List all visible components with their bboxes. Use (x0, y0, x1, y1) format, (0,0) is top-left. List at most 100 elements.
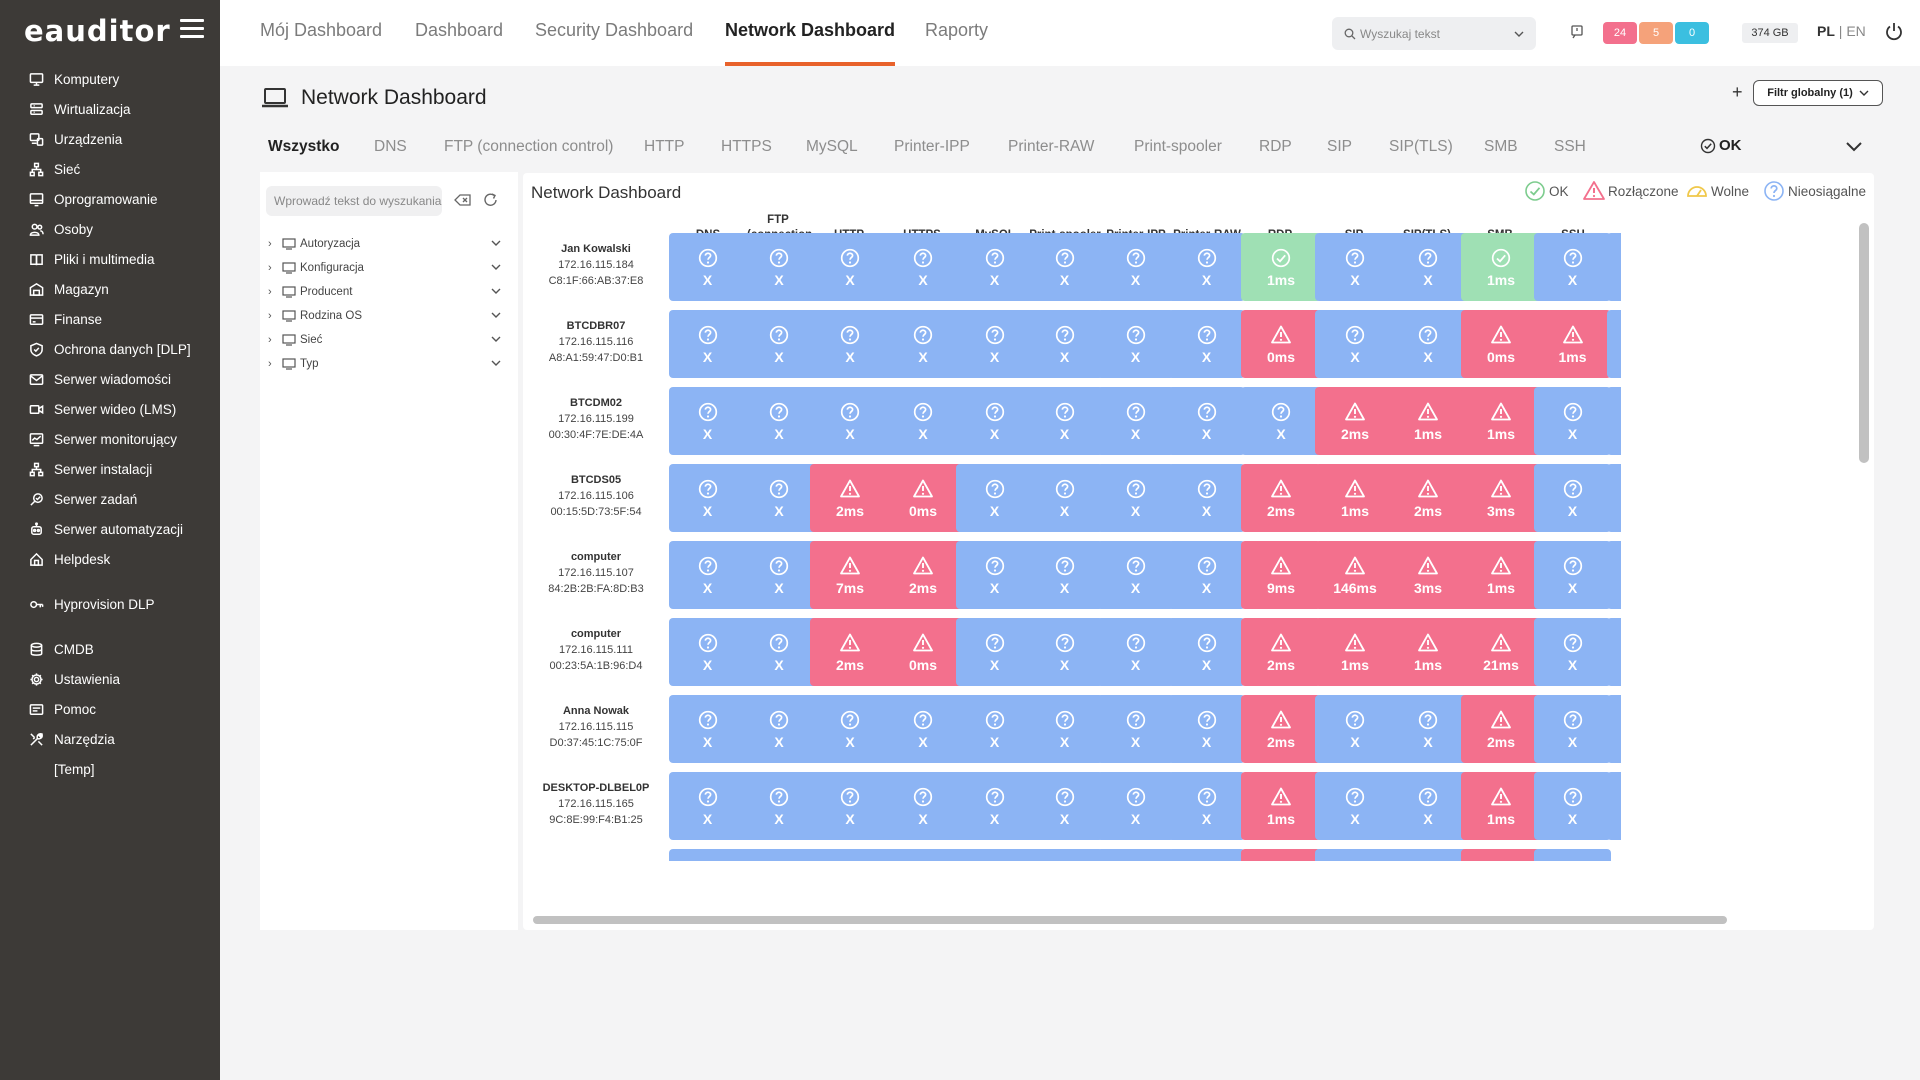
alert-badge-warning[interactable]: 5 (1639, 22, 1673, 44)
status-cell[interactable]: X (956, 233, 1033, 301)
service-tab-http[interactable]: HTTP (644, 138, 685, 155)
legend-disconnected[interactable]: Rozłączone (1582, 179, 1679, 203)
status-cell-partial[interactable] (1607, 464, 1621, 532)
status-cell[interactable]: X (739, 387, 819, 455)
status-cell[interactable]: 0ms (883, 464, 963, 532)
tree-node[interactable]: › Producent (268, 282, 508, 302)
status-cell[interactable]: X (1168, 310, 1245, 378)
sidebar-item-finanse[interactable]: Finanse (28, 306, 102, 332)
status-cell[interactable]: 2ms (1388, 464, 1468, 532)
status-cell[interactable]: X (1097, 541, 1174, 609)
service-tab-ftp-connection-control[interactable]: FTP (connection control) (444, 138, 614, 155)
sidebar-item-ustawienia[interactable]: Ustawienia (28, 666, 120, 692)
status-cell[interactable]: X (956, 464, 1033, 532)
status-cell[interactable]: X (1388, 233, 1468, 301)
status-cell[interactable]: X (739, 695, 819, 763)
status-cell[interactable]: X (1097, 618, 1174, 686)
tab-raporty[interactable]: Raporty (925, 20, 989, 40)
host-label[interactable]: BTCDS05 172.16.115.106 00:15:5D:73:5F:54 (523, 472, 669, 520)
status-cell[interactable]: X (1168, 464, 1245, 532)
chevron-down-icon[interactable] (490, 262, 502, 272)
status-cell[interactable]: X (1534, 233, 1611, 301)
host-label[interactable]: Anna Nowak 172.16.115.115 D0:37:45:1C:75:0… (523, 703, 669, 751)
status-cell[interactable]: 2ms (1315, 387, 1395, 455)
app-logo[interactable]: eauditor (24, 14, 171, 48)
clear-icon[interactable] (454, 192, 472, 208)
status-cell[interactable]: 1ms (1241, 772, 1321, 840)
sidebar-item-sieć[interactable]: Sieć (28, 156, 80, 182)
status-cell[interactable]: X (669, 772, 746, 840)
status-cell[interactable]: X (1168, 541, 1245, 609)
status-cell[interactable]: X (1097, 233, 1174, 301)
status-cell[interactable]: 9ms (1241, 541, 1321, 609)
chevron-down-icon[interactable] (490, 310, 502, 320)
status-cell[interactable]: X (810, 387, 890, 455)
language-switch[interactable]: PL | EN (1817, 23, 1866, 39)
status-cell[interactable]: 1ms (1315, 618, 1395, 686)
status-cell[interactable]: X (1534, 464, 1611, 532)
host-label[interactable]: BTCDBR07 172.16.115.116 A8:A1:59:47:D0:B1 (523, 318, 669, 366)
status-cell[interactable]: 1ms (1534, 310, 1611, 378)
status-cell[interactable]: 2ms (810, 464, 890, 532)
status-cell[interactable]: X (883, 695, 963, 763)
legend-slow[interactable]: Wolne (1685, 179, 1749, 203)
horizontal-scrollbar[interactable] (533, 916, 1727, 924)
status-cell-partial[interactable] (739, 849, 819, 861)
status-cell-partial[interactable] (1607, 695, 1621, 763)
status-cell-partial[interactable] (1241, 849, 1321, 861)
collapse-chevron-icon[interactable] (1844, 138, 1864, 154)
status-cell[interactable]: X (1388, 310, 1468, 378)
status-cell-partial[interactable] (1607, 618, 1621, 686)
filter-search-input[interactable]: Wprowadź tekst do wyszukania (266, 186, 442, 216)
status-cell[interactable]: 2ms (1241, 464, 1321, 532)
tree-node[interactable]: › Autoryzacja (268, 234, 508, 254)
status-cell[interactable]: X (883, 387, 963, 455)
status-cell[interactable]: X (1026, 233, 1103, 301)
status-cell[interactable]: X (1026, 387, 1103, 455)
host-label[interactable]: computer 172.16.115.111 00:23:5A:1B:96:D4 (523, 626, 669, 674)
hamburger-menu-icon[interactable] (180, 19, 204, 41)
status-cell-partial[interactable] (1026, 849, 1103, 861)
status-cell[interactable]: 3ms (1461, 464, 1541, 532)
status-cell-partial[interactable] (1461, 849, 1541, 861)
sidebar-item-oprogramowanie[interactable]: Oprogramowanie (28, 186, 158, 212)
status-cell-partial[interactable] (1534, 849, 1611, 861)
lang-en[interactable]: EN (1846, 23, 1866, 39)
sidebar-item-magazyn[interactable]: Magazyn (28, 276, 109, 302)
status-cell[interactable]: X (810, 772, 890, 840)
sidebar-item-osoby[interactable]: Osoby (28, 216, 93, 242)
status-cell[interactable]: X (1534, 541, 1611, 609)
status-cell-partial[interactable] (1607, 387, 1621, 455)
notes-icon[interactable] (1570, 25, 1584, 39)
add-button[interactable]: + (1732, 82, 1743, 102)
refresh-icon[interactable] (482, 192, 500, 208)
status-cell[interactable]: X (1026, 464, 1103, 532)
status-cell[interactable]: X (1534, 772, 1611, 840)
status-cell[interactable]: X (1168, 772, 1245, 840)
status-cell[interactable]: X (1168, 387, 1245, 455)
status-cell[interactable]: 2ms (1461, 695, 1541, 763)
tab-network-dashboard[interactable]: Network Dashboard (725, 20, 896, 40)
sidebar-item-cmdb[interactable]: CMDB (28, 636, 94, 662)
status-cell[interactable]: X (1241, 387, 1321, 455)
status-cell[interactable]: X (1315, 772, 1395, 840)
status-cell[interactable]: 2ms (883, 541, 963, 609)
status-cell[interactable]: X (883, 233, 963, 301)
status-cell[interactable]: X (669, 695, 746, 763)
status-cell[interactable]: X (1534, 618, 1611, 686)
status-cell-partial[interactable] (810, 849, 890, 861)
status-cell[interactable]: 2ms (1241, 618, 1321, 686)
service-tab-ssh[interactable]: SSH (1554, 138, 1586, 155)
host-label[interactable]: BTCDM02 172.16.115.199 00:30:4F:7E:DE:4A (523, 395, 669, 443)
tab-dashboard[interactable]: Dashboard (415, 20, 504, 40)
sidebar-item-urządzenia[interactable]: Urządzenia (28, 126, 122, 152)
status-cell[interactable]: X (739, 618, 819, 686)
status-cell[interactable]: X (810, 233, 890, 301)
status-cell[interactable]: X (669, 618, 746, 686)
status-cell[interactable]: 1ms (1461, 233, 1541, 301)
status-cell[interactable]: X (956, 541, 1033, 609)
status-cell[interactable]: X (1026, 541, 1103, 609)
status-cell[interactable]: 1ms (1241, 233, 1321, 301)
tree-node[interactable]: › Konfiguracja (268, 258, 508, 278)
status-cell[interactable]: 1ms (1388, 618, 1468, 686)
